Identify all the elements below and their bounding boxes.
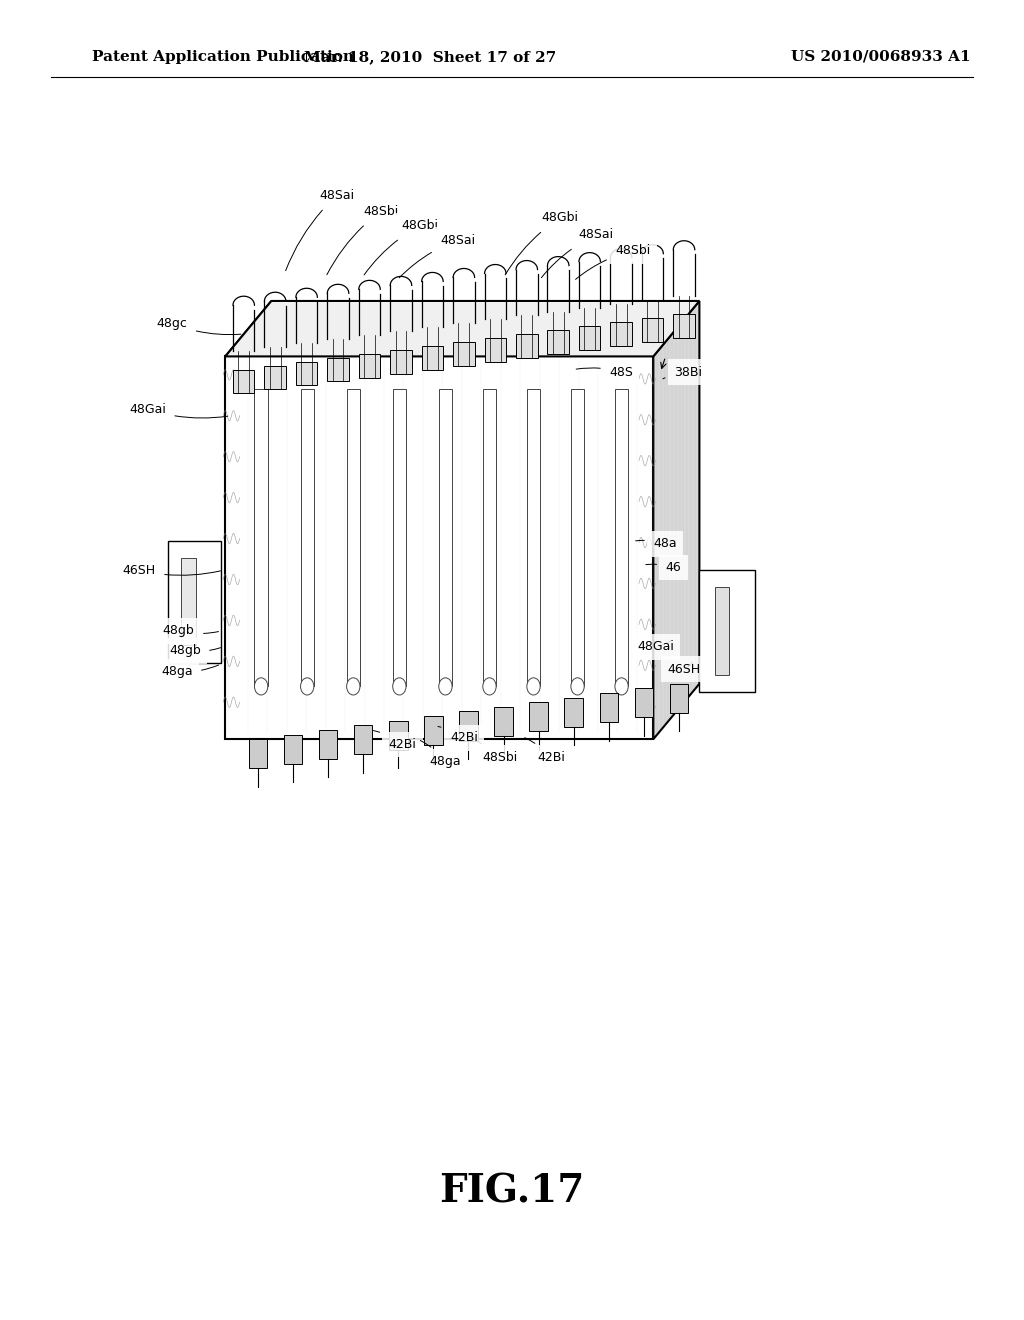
Bar bbox=[393, 389, 406, 686]
Bar bbox=[670, 684, 688, 713]
Text: 48Sbi: 48Sbi bbox=[327, 205, 398, 275]
Text: Mar. 18, 2010  Sheet 17 of 27: Mar. 18, 2010 Sheet 17 of 27 bbox=[304, 50, 556, 63]
Bar bbox=[328, 358, 349, 381]
Text: 48ga: 48ga bbox=[161, 665, 218, 678]
Text: 46SH: 46SH bbox=[668, 663, 700, 676]
Bar bbox=[579, 326, 600, 350]
Text: 48Gai: 48Gai bbox=[637, 640, 674, 653]
Bar bbox=[495, 706, 513, 737]
Text: 48gb: 48gb bbox=[169, 644, 220, 657]
Circle shape bbox=[527, 678, 541, 694]
Bar bbox=[390, 350, 412, 374]
Circle shape bbox=[483, 678, 496, 694]
Circle shape bbox=[301, 678, 313, 694]
Bar bbox=[232, 370, 254, 393]
Bar bbox=[614, 389, 629, 686]
Bar bbox=[516, 334, 538, 358]
Bar bbox=[453, 342, 475, 366]
Bar bbox=[484, 338, 506, 362]
Bar bbox=[600, 693, 618, 722]
Text: 48Sai: 48Sai bbox=[542, 228, 613, 277]
Circle shape bbox=[254, 678, 268, 694]
Bar bbox=[610, 322, 632, 346]
Text: 48Sbi: 48Sbi bbox=[469, 738, 517, 764]
Text: 42Bi: 42Bi bbox=[438, 726, 478, 744]
Polygon shape bbox=[653, 301, 699, 739]
Bar bbox=[699, 570, 755, 692]
Text: Patent Application Publication: Patent Application Publication bbox=[92, 50, 354, 63]
Bar bbox=[346, 389, 360, 686]
Text: 46SH: 46SH bbox=[123, 564, 220, 577]
Text: 48gc: 48gc bbox=[157, 317, 241, 334]
Bar bbox=[264, 366, 286, 389]
Bar bbox=[296, 362, 317, 385]
Bar bbox=[527, 389, 541, 686]
Text: 48ga: 48ga bbox=[420, 741, 461, 768]
Text: 48Sai: 48Sai bbox=[399, 234, 475, 277]
Polygon shape bbox=[225, 356, 653, 739]
Bar bbox=[319, 730, 338, 759]
Text: 42Bi: 42Bi bbox=[374, 730, 417, 751]
Text: 42Bi: 42Bi bbox=[524, 738, 565, 764]
Bar bbox=[301, 389, 313, 686]
Text: 48a: 48a bbox=[636, 537, 677, 550]
Circle shape bbox=[392, 678, 406, 694]
Bar bbox=[354, 725, 373, 755]
Text: 48Gbi: 48Gbi bbox=[365, 219, 438, 275]
Bar bbox=[529, 702, 548, 731]
Polygon shape bbox=[225, 301, 271, 739]
Bar bbox=[168, 541, 221, 663]
Text: 48Gai: 48Gai bbox=[129, 403, 227, 418]
Bar bbox=[642, 318, 664, 342]
Text: 48Sbi: 48Sbi bbox=[575, 244, 650, 280]
Bar bbox=[389, 721, 408, 750]
Circle shape bbox=[438, 678, 453, 694]
Bar bbox=[564, 697, 583, 726]
Bar bbox=[422, 346, 443, 370]
Bar bbox=[548, 330, 569, 354]
Bar bbox=[674, 314, 695, 338]
Text: FIG.17: FIG.17 bbox=[439, 1173, 585, 1210]
Text: 38Bi: 38Bi bbox=[663, 366, 701, 379]
Text: 48S: 48S bbox=[577, 366, 633, 379]
Bar bbox=[715, 587, 729, 675]
Bar bbox=[358, 354, 380, 378]
Polygon shape bbox=[225, 301, 699, 356]
Circle shape bbox=[614, 678, 628, 694]
Bar bbox=[249, 739, 267, 768]
Text: 48Sai: 48Sai bbox=[286, 189, 354, 271]
Circle shape bbox=[346, 678, 360, 694]
Bar bbox=[284, 734, 302, 763]
Text: 48gb: 48gb bbox=[163, 624, 218, 638]
Bar bbox=[571, 389, 584, 686]
Text: 46: 46 bbox=[646, 561, 681, 574]
Bar bbox=[635, 689, 653, 718]
Bar bbox=[459, 711, 477, 741]
Bar bbox=[181, 558, 196, 645]
Bar bbox=[438, 389, 453, 686]
Text: US 2010/0068933 A1: US 2010/0068933 A1 bbox=[791, 50, 971, 63]
Bar bbox=[483, 389, 496, 686]
Text: 48Gbi: 48Gbi bbox=[505, 211, 579, 275]
Bar bbox=[424, 715, 442, 744]
Circle shape bbox=[571, 678, 584, 694]
Bar bbox=[254, 389, 268, 686]
